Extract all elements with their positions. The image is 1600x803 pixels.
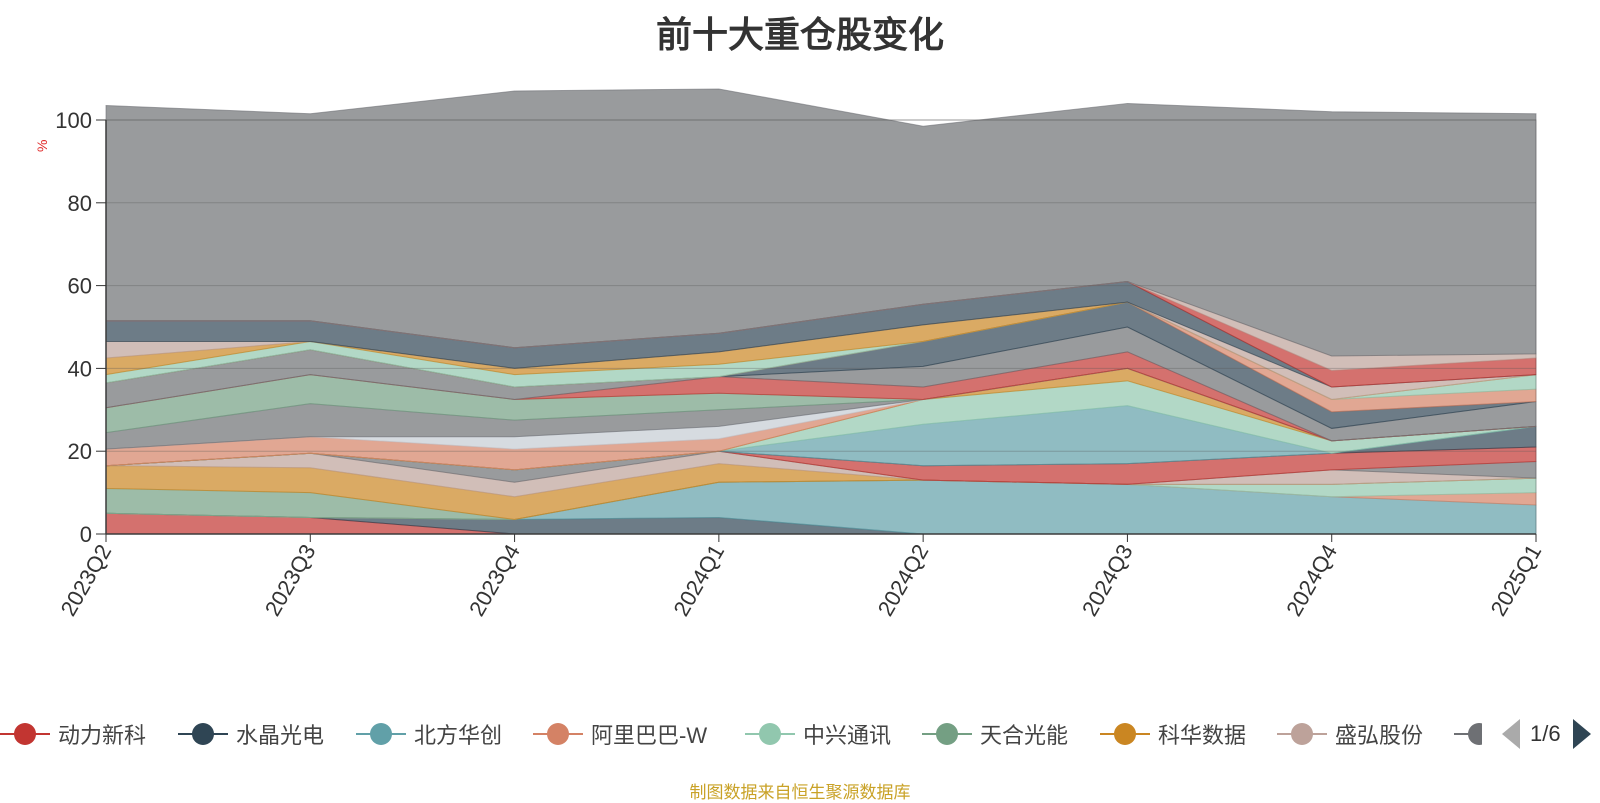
legend-item[interactable]: 动力新科 bbox=[0, 712, 146, 756]
x-tick-label: 2024Q3 bbox=[1077, 540, 1138, 620]
legend-label: 天合光能 bbox=[980, 723, 1069, 748]
y-tick-label: 20 bbox=[68, 439, 92, 464]
legend-item[interactable]: 阿里巴巴-W bbox=[533, 712, 707, 756]
plot-border bbox=[105, 119, 1537, 535]
series-areas bbox=[105, 88, 1537, 535]
y-tick-label: 60 bbox=[68, 274, 92, 299]
legend-label: 水晶光电 bbox=[236, 723, 325, 748]
legend-marker-icon bbox=[922, 712, 972, 756]
legend: 动力新科 水晶光电 北方华创 阿里巴巴-W 中兴通讯 天合光能 科华数据 盛弘股份 bbox=[0, 712, 1600, 756]
legend-label: 北方华创 bbox=[414, 723, 503, 748]
x-tick-label: 2024Q4 bbox=[1281, 540, 1342, 620]
legend-marker-icon bbox=[533, 712, 583, 756]
legend-label: 阿里巴巴-W bbox=[591, 723, 708, 748]
legend-prev-page-icon[interactable] bbox=[1502, 719, 1520, 749]
legend-marker-icon bbox=[178, 712, 228, 756]
legend-marker-icon bbox=[356, 712, 406, 756]
y-tick-label: 100 bbox=[55, 108, 92, 133]
x-tick-label: 2023Q4 bbox=[464, 540, 525, 620]
legend-item[interactable]: 水晶光电 bbox=[178, 712, 324, 756]
chart-title: 前十大重仓股变化 bbox=[655, 14, 944, 55]
legend-label: 盛弘股份 bbox=[1335, 723, 1424, 748]
legend-next-page-icon[interactable] bbox=[1572, 719, 1591, 749]
x-tick-label: 2023Q2 bbox=[56, 540, 117, 620]
x-tick-label: 2024Q2 bbox=[873, 540, 934, 620]
x-tick-label: 2024Q1 bbox=[668, 540, 729, 620]
x-axis-ticks: 2023Q2 2023Q3 2023Q4 2024Q1 2024Q2 2024Q3 2024… bbox=[56, 534, 1547, 620]
source-note: 制图数据来自恒生聚源数据库 bbox=[689, 783, 911, 802]
legend-marker-icon bbox=[0, 712, 50, 756]
legend-marker-icon bbox=[1100, 712, 1150, 756]
legend-label: 中兴通讯 bbox=[803, 723, 892, 748]
grid-lines bbox=[106, 119, 1536, 452]
legend-item[interactable]: 盛弘股份 bbox=[1277, 712, 1423, 756]
legend-pager: 1/6 bbox=[1502, 712, 1591, 756]
series-area-29 bbox=[105, 88, 1537, 357]
legend-item[interactable]: 中兴通讯 bbox=[745, 712, 891, 756]
legend-item[interactable]: 北方华创 bbox=[356, 712, 502, 756]
x-tick-label: 2023Q3 bbox=[260, 540, 321, 620]
y-axis-ticks: 0 20 40 60 80 100 bbox=[55, 108, 106, 547]
legend-page-indicator: 1/6 bbox=[1530, 721, 1561, 746]
legend-item[interactable]: 天合光能 bbox=[922, 712, 1068, 756]
y-tick-label: 80 bbox=[68, 191, 92, 216]
axes bbox=[105, 119, 1537, 535]
legend-item[interactable]: 科华数据 bbox=[1100, 712, 1246, 756]
legend-marker-icon bbox=[745, 712, 795, 756]
legend-label: 科华数据 bbox=[1158, 723, 1247, 748]
legend-marker-icon bbox=[1454, 712, 1482, 756]
y-tick-label: 0 bbox=[80, 522, 92, 547]
x-tick-label: 2025Q1 bbox=[1486, 540, 1547, 620]
legend-label: 动力新科 bbox=[58, 723, 147, 748]
y-tick-label: 40 bbox=[68, 356, 92, 381]
legend-marker-icon bbox=[1277, 712, 1327, 756]
legend-item-partial[interactable] bbox=[1454, 712, 1482, 756]
